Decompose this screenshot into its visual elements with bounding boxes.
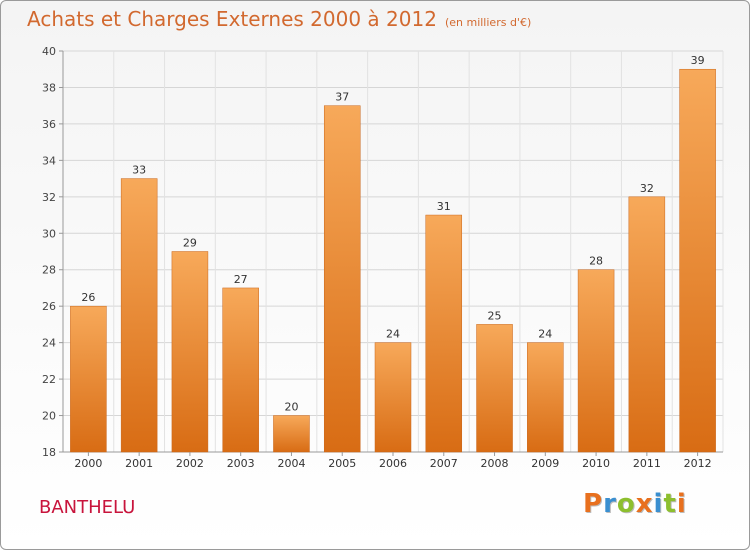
proxiti-logo: Proxiti	[583, 489, 687, 519]
bar	[222, 287, 259, 453]
data-label: 24	[538, 328, 552, 341]
bar	[577, 269, 615, 453]
data-label: 32	[640, 182, 654, 195]
bar	[628, 196, 666, 453]
bar	[273, 415, 310, 453]
x-tick-label: 2001	[125, 457, 153, 470]
y-tick-label: 26	[42, 300, 56, 313]
chart-title: Achats et Charges Externes 2000 à 2012 (e…	[27, 7, 531, 31]
data-label: 37	[335, 91, 349, 104]
bar	[171, 251, 209, 453]
y-tick-label: 36	[42, 118, 56, 131]
data-label: 33	[132, 164, 146, 177]
data-label: 24	[386, 328, 400, 341]
y-tick-label: 28	[42, 264, 56, 277]
logo-letter: i	[676, 489, 687, 519]
y-tick-label: 18	[42, 446, 56, 459]
x-tick-label: 2012	[684, 457, 712, 470]
bar	[374, 342, 412, 453]
y-tick-label: 40	[42, 45, 56, 58]
subtitle-text: (en milliers d'€)	[444, 16, 532, 29]
data-label: 27	[234, 273, 248, 286]
x-tick-label: 2010	[582, 457, 610, 470]
x-tick-label: 2003	[227, 457, 255, 470]
data-label: 31	[437, 200, 451, 213]
y-tick-label: 24	[42, 337, 56, 350]
x-tick-label: 2008	[481, 457, 509, 470]
y-tick-label: 32	[42, 191, 56, 204]
y-tick-label: 38	[42, 81, 56, 94]
y-tick-label: 34	[42, 154, 56, 167]
bar	[70, 305, 107, 453]
data-label: 25	[488, 309, 502, 322]
y-tick-label: 20	[42, 410, 56, 423]
x-tick-label: 2000	[74, 457, 102, 470]
data-label: 28	[589, 255, 603, 268]
x-tick-label: 2006	[379, 457, 407, 470]
x-tick-label: 2005	[328, 457, 356, 470]
bar	[120, 178, 158, 453]
logo-letter: r	[603, 489, 617, 519]
data-label: 26	[81, 291, 95, 304]
bar	[476, 324, 513, 453]
x-tick-label: 2004	[277, 457, 305, 470]
bar	[679, 68, 716, 453]
data-label: 20	[284, 401, 298, 414]
x-tick-label: 2002	[176, 457, 204, 470]
logo-letter: o	[616, 489, 636, 519]
logo-letter: x	[635, 489, 654, 519]
bar	[323, 105, 361, 453]
data-label: 39	[691, 54, 705, 67]
x-tick-label: 2009	[531, 457, 559, 470]
bar	[527, 342, 564, 453]
x-tick-label: 2011	[633, 457, 661, 470]
logo-letter: t	[663, 489, 677, 519]
x-tick-label: 2007	[430, 457, 458, 470]
data-label: 29	[183, 237, 197, 250]
y-tick-label: 22	[42, 373, 56, 386]
title-text: Achats et Charges Externes 2000 à 2012	[27, 7, 437, 31]
y-tick-label: 30	[42, 227, 56, 240]
logo-letter: i	[653, 489, 664, 519]
place-name: BANTHELU	[39, 497, 136, 518]
logo-letter: P	[583, 489, 604, 519]
bar	[425, 214, 463, 453]
